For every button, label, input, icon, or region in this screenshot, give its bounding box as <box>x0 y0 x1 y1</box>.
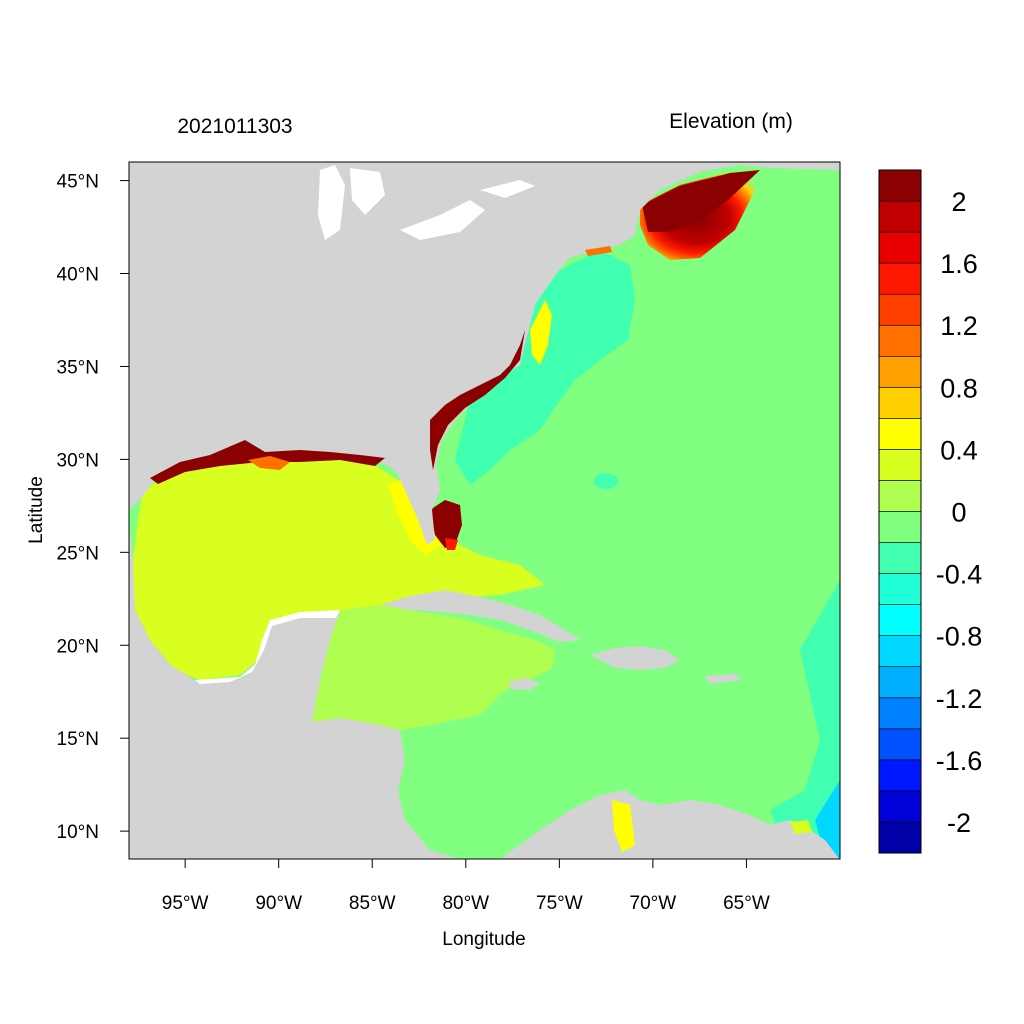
x-axis: 95°W 90°W 85°W 80°W 75°W 70°W 65°W <box>162 859 770 914</box>
colorbar-tick-label: 0.8 <box>940 373 978 403</box>
y-tick-label: 45°N <box>57 172 99 193</box>
great-lakes <box>318 165 535 240</box>
colorbar-tick-label: -0.8 <box>936 622 983 652</box>
colorbar-tick-label: -1.6 <box>936 746 983 776</box>
colorbar-bin <box>878 635 922 668</box>
colorbar-bin <box>878 200 922 233</box>
shelf-patch <box>594 473 618 489</box>
x-axis-title: Longitude <box>442 929 525 950</box>
x-tick-label: 65°W <box>723 893 770 914</box>
colorbar-bin <box>878 387 922 419</box>
jamaica-land <box>508 678 540 690</box>
colorbar-bin <box>878 666 922 699</box>
plot-frame <box>128 161 841 860</box>
colorbar-tick-label: -1.2 <box>936 684 983 714</box>
coastal-surge-fringes <box>150 246 812 852</box>
y-tick-label: 30°N <box>57 450 99 471</box>
colorbar-bin <box>878 697 922 730</box>
north-america-land <box>129 162 840 545</box>
y-tick-label: 40°N <box>57 265 99 286</box>
x-tick-label: 80°W <box>442 893 489 914</box>
colorbar-bin <box>878 573 922 605</box>
x-tick-label: 90°W <box>255 893 302 914</box>
x-tick-label: 70°W <box>630 893 677 914</box>
colorbar-tick-label: 1.2 <box>940 311 978 341</box>
y-tick-label: 25°N <box>57 543 99 564</box>
y-tick-label: 10°N <box>57 822 99 843</box>
gulf-of-maine-core <box>642 170 760 232</box>
colorbar-tick-label: 1.6 <box>940 249 978 279</box>
y-tick-label: 15°N <box>57 729 99 750</box>
colorbar-tick-label: -2 <box>947 808 971 838</box>
east-coast-shelf <box>455 250 635 485</box>
colorbar-bin <box>878 759 922 792</box>
y-axis: 45°N 40°N 35°N 30°N 25°N 20°N 15°N 10°N <box>57 172 129 843</box>
x-tick-label: 75°W <box>536 893 583 914</box>
colorbar-bin <box>878 542 922 574</box>
colorbar-bin <box>878 169 922 202</box>
colorbar-bin <box>878 231 922 264</box>
colorbar-bin <box>878 262 922 295</box>
south-america-land <box>500 790 840 859</box>
east-caribbean-edge <box>770 580 840 859</box>
colorbar-tick-label: 0.4 <box>940 435 978 465</box>
colorbar-bin <box>878 480 922 512</box>
x-tick-label: 85°W <box>349 893 396 914</box>
yucatan-fringe <box>612 800 635 852</box>
y-tick-label: 35°N <box>57 357 99 378</box>
inland-water <box>195 165 535 684</box>
western-caribbean <box>312 605 555 730</box>
land <box>129 162 840 859</box>
y-tick-label: 20°N <box>57 636 99 657</box>
y-axis-title: Latitude <box>26 476 47 544</box>
gulf-of-mexico <box>133 455 545 680</box>
south-florida-surge <box>430 500 462 548</box>
mexico-central-america-land <box>129 520 460 859</box>
colorbar-bin <box>878 324 922 357</box>
chesapeake-fringe <box>530 300 552 365</box>
colorbar-tick-label: 2 <box>951 187 966 217</box>
hispaniola-land <box>590 646 680 670</box>
colorbar <box>878 169 922 854</box>
x-tick-label: 95°W <box>162 893 209 914</box>
colorbar-tick-label: 0 <box>951 498 966 528</box>
colorbar-frame <box>878 169 922 854</box>
cuba-land <box>380 590 580 642</box>
colorbar-bin <box>878 790 922 823</box>
colorbar-bin <box>878 604 922 636</box>
colorbar-bin <box>878 355 922 388</box>
colorbar-bin <box>878 511 922 543</box>
variable-title: Elevation (m) <box>669 110 793 133</box>
colorbar-bin <box>878 728 922 761</box>
map-panel <box>129 162 840 859</box>
colorbar-bin <box>878 821 922 854</box>
colorbar-labels: 2 1.6 1.2 0.8 0.4 0 -0.4 -0.8 -1.2 -1.6 -2 <box>936 187 983 838</box>
louisiana-fringe <box>248 456 290 470</box>
puerto-rico-land <box>705 674 742 684</box>
south-florida-edge <box>445 538 458 550</box>
colorbar-bin <box>878 293 922 326</box>
gulf-coast-water-edge <box>195 610 340 684</box>
colorbar-bin <box>878 449 922 481</box>
colorbar-bin <box>878 418 922 450</box>
venezuela-fringe <box>790 820 812 834</box>
colorbar-tick-label: -0.4 <box>936 560 983 590</box>
timestamp-label: 2021011303 <box>177 115 292 138</box>
new-england-coast-fringe <box>585 246 612 256</box>
